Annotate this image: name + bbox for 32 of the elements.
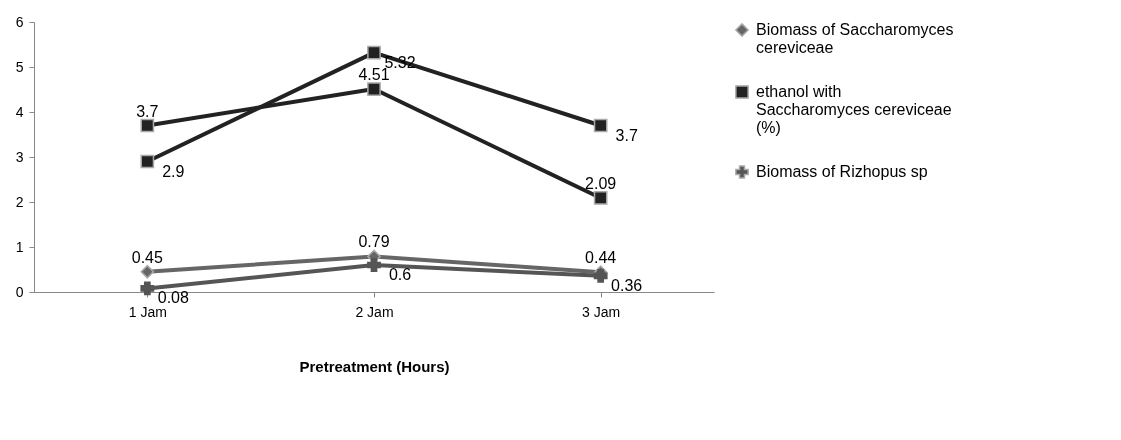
data-label: 2.9 <box>162 162 185 180</box>
y-tick-label: 2 <box>15 193 24 210</box>
data-label: 3.7 <box>615 126 638 144</box>
x-tick-label: 3 Jam <box>582 303 621 320</box>
point <box>367 82 381 96</box>
y-tick-label: 5 <box>15 58 24 75</box>
x-axis-title: Pretreatment (Hours) <box>299 357 450 375</box>
data-label: 0.6 <box>388 266 412 283</box>
point <box>140 264 155 279</box>
data-label: 0.79 <box>358 233 390 251</box>
point <box>140 154 155 169</box>
y-tick-label: 3 <box>15 148 24 165</box>
y-tick-label: 4 <box>15 103 24 120</box>
point <box>140 118 155 133</box>
legend-label: Biomass of Rizhopus sp <box>756 163 928 180</box>
point <box>593 118 608 133</box>
point <box>367 258 381 272</box>
data-label: 0.36 <box>611 276 643 294</box>
data-label: 0.44 <box>585 249 617 267</box>
data-label: 2.09 <box>585 174 617 192</box>
point <box>593 191 608 205</box>
legend-label: Biomass of Saccharomyces cereviceae <box>756 21 954 56</box>
legend-label: ethanol with Saccharomyces cereviceae (%) <box>756 83 952 136</box>
data-label: 0.45 <box>131 248 164 266</box>
y-tick-label: 1 <box>15 238 24 255</box>
x-tick-label: 2 Jam <box>355 303 394 320</box>
data-label: 4.51 <box>358 66 390 84</box>
y-tick-label: 0 <box>15 283 24 300</box>
point <box>140 281 155 296</box>
y-tick-label: 6 <box>15 13 24 30</box>
point <box>367 45 381 60</box>
data-label: 3.7 <box>136 102 159 120</box>
